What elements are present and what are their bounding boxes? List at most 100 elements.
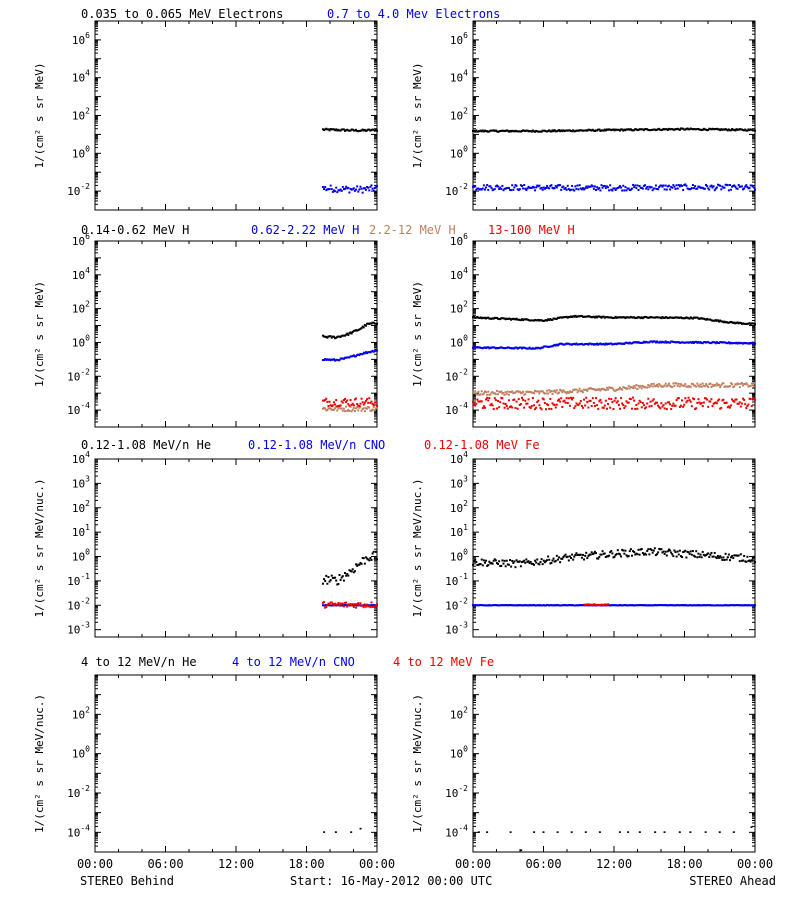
data-point (345, 356, 348, 359)
data-point (578, 315, 581, 318)
data-point (480, 347, 483, 350)
data-point (477, 400, 480, 403)
data-point (636, 388, 639, 391)
data-point (605, 386, 608, 389)
data-point (731, 555, 734, 558)
data-point (583, 188, 586, 191)
data-point (646, 386, 649, 389)
data-point (578, 343, 581, 346)
data-point (477, 346, 480, 349)
data-point (581, 406, 584, 409)
data-point (360, 327, 363, 330)
data-point (601, 603, 604, 606)
data-point (656, 187, 659, 190)
data-point (661, 316, 664, 319)
data-point (656, 340, 659, 343)
data-point (662, 604, 665, 607)
data-point (657, 404, 660, 407)
data-point (344, 187, 347, 190)
data-point (546, 389, 549, 392)
data-point (735, 128, 738, 131)
data-point (504, 318, 507, 321)
data-point (627, 316, 630, 319)
data-point (476, 398, 479, 401)
data-point (688, 341, 691, 344)
data-point (542, 391, 545, 394)
data-point (513, 318, 516, 321)
data-point (671, 128, 674, 131)
data-point (635, 187, 638, 190)
data-point (351, 402, 354, 405)
data-point (505, 559, 508, 562)
data-point (581, 604, 584, 607)
plot-frame (94, 240, 378, 428)
data-point (336, 405, 339, 408)
data-point (513, 391, 516, 394)
data-point (722, 556, 725, 559)
data-point (342, 399, 345, 402)
data-point (611, 400, 614, 403)
data-point (592, 388, 595, 391)
data-point (346, 605, 349, 608)
data-point (498, 188, 501, 191)
data-point (693, 316, 696, 319)
data-point (596, 186, 599, 189)
data-point (608, 128, 611, 131)
data-point (663, 188, 666, 191)
data-point (371, 128, 374, 131)
data-point (679, 555, 682, 558)
data-point (604, 399, 607, 402)
data-point (677, 184, 680, 187)
data-point (685, 341, 688, 344)
data-point (362, 351, 365, 354)
data-point (547, 604, 550, 607)
data-point (598, 555, 601, 558)
data-point (682, 188, 685, 191)
data-point (571, 391, 574, 394)
data-point (348, 603, 351, 606)
data-point (600, 343, 603, 346)
data-point (751, 129, 754, 132)
data-point (549, 397, 552, 400)
data-point (556, 344, 559, 347)
data-point (490, 186, 493, 189)
data-point (539, 407, 542, 410)
data-point (573, 189, 576, 192)
data-point (645, 604, 648, 607)
data-point (332, 358, 335, 361)
data-point (719, 407, 722, 410)
data-point (708, 188, 711, 191)
data-point (656, 316, 659, 319)
data-point (690, 405, 693, 408)
data-point (673, 549, 676, 552)
data-point (541, 319, 544, 322)
data-point (509, 188, 512, 191)
data-point (526, 560, 529, 563)
data-point (560, 342, 563, 345)
data-point (537, 346, 540, 349)
series-4-to-12-mev-n-he (477, 826, 753, 852)
data-point (743, 341, 746, 344)
data-point (527, 347, 530, 350)
data-point (509, 390, 512, 393)
data-point (332, 604, 335, 607)
data-point (646, 128, 649, 131)
data-point (330, 188, 333, 191)
data-point (523, 129, 526, 132)
data-point (376, 184, 378, 187)
data-point (374, 322, 377, 325)
data-point (556, 316, 559, 319)
data-point (618, 129, 621, 132)
data-point (336, 583, 339, 586)
data-point (503, 130, 506, 133)
data-point (687, 317, 690, 320)
data-point (624, 604, 627, 607)
data-point (527, 398, 530, 401)
data-point (518, 560, 521, 563)
data-point (612, 187, 615, 190)
data-point (559, 604, 562, 607)
data-point (711, 555, 714, 558)
data-point (585, 551, 588, 554)
data-point (709, 318, 712, 321)
data-point (604, 556, 607, 559)
